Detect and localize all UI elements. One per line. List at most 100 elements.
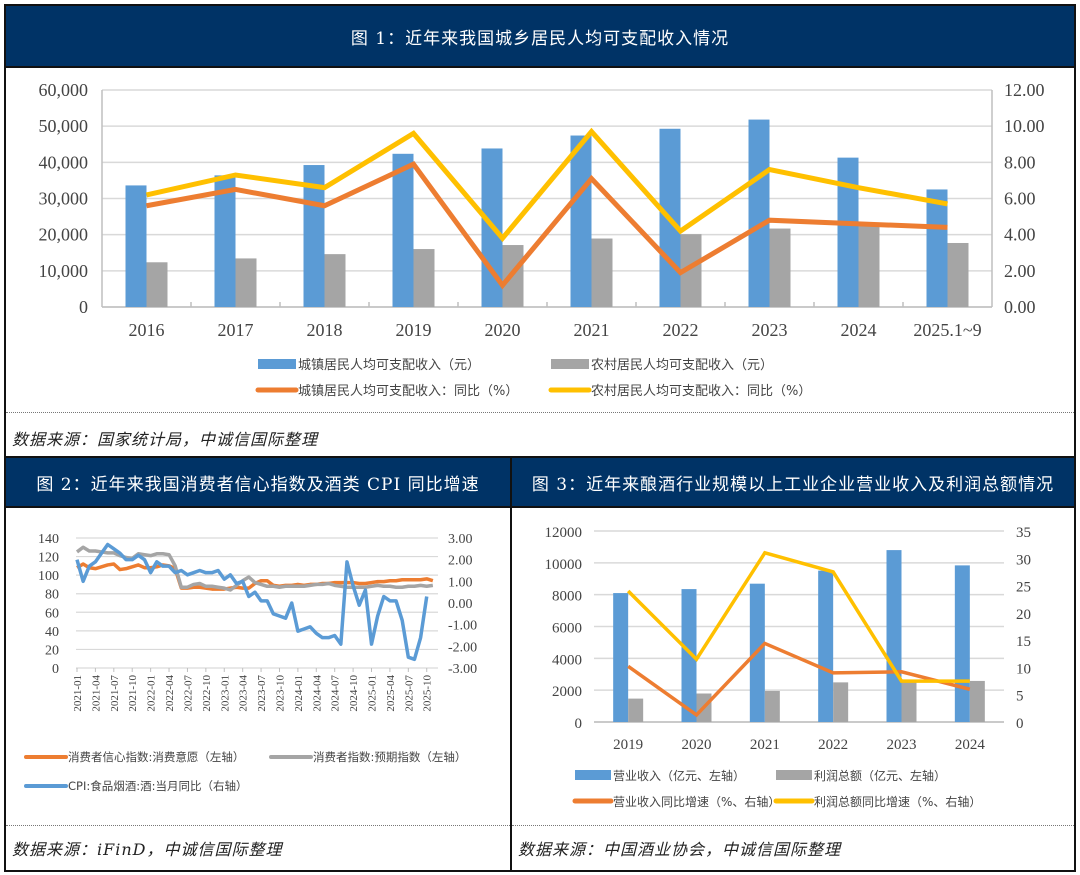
left-axis-tick-label: 10,000: [39, 261, 89, 281]
legend-swatch: [575, 770, 611, 780]
right-axis-tick-label: 30: [1016, 552, 1031, 568]
figure-1-source: 数据来源：国家统计局，中诚信国际整理: [12, 430, 319, 449]
right-axis-tick-label: 2.00: [1004, 261, 1036, 281]
bar-gray: [146, 262, 168, 307]
right-axis-tick-label: 2.00: [448, 554, 473, 569]
legend-label: 利润总额（亿元、左轴）: [814, 768, 946, 783]
left-axis-tick-label: 2000: [552, 684, 582, 700]
left-axis-tick-label: 30,000: [39, 189, 89, 209]
left-axis-tick-label: 100: [38, 569, 59, 584]
right-axis-tick-label: 5: [1016, 689, 1024, 705]
bar-gray: [628, 698, 644, 722]
bar-blue: [613, 593, 629, 722]
left-axis-tick-label: 0: [79, 297, 88, 317]
x-axis-tick-label: 2024-10: [348, 675, 360, 712]
x-axis-tick-label: 2020: [485, 320, 521, 340]
right-axis-tick-label: 0: [1016, 716, 1024, 732]
x-axis-tick-label: 2023: [752, 320, 788, 340]
figure-3-divider: [512, 825, 1074, 826]
bar-gray: [235, 258, 257, 307]
x-axis-tick-label: 2021: [750, 737, 780, 753]
x-axis-tick-label: 2024: [841, 320, 877, 340]
x-axis-tick-label: 2023-04: [238, 675, 250, 712]
figure-3-chart: 0 2000 4000 6000 8000 10000 12000 0 5 10 15 20 25 30 3…: [545, 525, 1032, 809]
x-axis-tick-label: 2023-01: [219, 675, 231, 712]
bar-blue: [818, 570, 834, 722]
right-axis-tick-label: 25: [1016, 580, 1031, 596]
right-axis-tick-label: 1.00: [448, 575, 473, 590]
bar-blue: [392, 153, 414, 307]
x-axis-tick-label: 2019: [396, 320, 432, 340]
figure-1-title: 图 1：近年来我国城乡居民人均可支配收入情况: [6, 6, 1074, 68]
legend-label: CPI:食品烟酒:酒:当月同比（右轴）: [68, 779, 247, 793]
left-axis-tick-label: 0: [52, 662, 59, 677]
left-axis-tick-label: 6000: [552, 621, 582, 637]
left-axis-tick-label: 60,000: [39, 80, 89, 100]
legend-swatch: [551, 359, 589, 369]
x-axis-tick-label: 2019: [613, 737, 643, 753]
x-axis-tick-label: 2021: [574, 320, 610, 340]
bar-blue: [926, 189, 948, 307]
bar-gray: [947, 242, 969, 307]
left-axis-tick-label: 40,000: [39, 152, 89, 172]
right-axis-tick-label: 10: [1016, 661, 1031, 677]
figure-1-divider: [6, 412, 1074, 413]
right-axis-tick-label: 35: [1016, 525, 1031, 541]
left-axis-tick-label: 140: [38, 532, 59, 547]
figure-3-title: 图 3：近年来酿酒行业规模以上工业企业营业收入及利润总额情况: [512, 458, 1074, 508]
x-axis-tick-label: 2024-07: [330, 675, 342, 712]
x-axis-tick-label: 2018: [307, 320, 343, 340]
x-axis-tick-label: 2016: [129, 320, 165, 340]
figure-1-chart: 0 10,000 20,000 30,000 40,000 50,000 60,000 0.0…: [39, 80, 1045, 399]
legend-label: 消费者信心指数:消费意愿（左轴）: [68, 750, 244, 764]
x-axis-tick-label: 2025-04: [385, 675, 397, 712]
bar-gray: [901, 681, 917, 722]
figure-1-panel: 图 1：近年来我国城乡居民人均可支配收入情况 0 10,000 20,000 30,0…: [4, 4, 1076, 458]
x-axis-tick-label: 2022-04: [164, 675, 176, 712]
left-axis-tick-label: 120: [38, 551, 59, 566]
legend-label: 营业收入同比增速（%、右轴）: [613, 794, 780, 809]
bar-gray: [591, 238, 613, 307]
figure-2-source: 数据来源：iFinD，中诚信国际整理: [12, 840, 283, 859]
x-axis-tick-label: 2023-07: [256, 675, 268, 712]
x-axis-tick-label: 2022-07: [182, 675, 194, 712]
figure-2-title: 图 2：近年来我国消费者信心指数及酒类 CPI 同比增速: [6, 458, 510, 508]
series-line-2: [146, 161, 948, 290]
left-axis-tick-label: 20,000: [39, 225, 89, 245]
right-axis-tick-label: 15: [1016, 634, 1031, 650]
right-axis-tick-label: 4.00: [1004, 225, 1036, 245]
legend-label: 消费者指数:预期指数（左轴）: [313, 750, 466, 764]
figure-2-title-text: 图 2：近年来我国消费者信心指数及酒类 CPI 同比增速: [36, 474, 480, 495]
x-axis-tick-label: 2020: [682, 737, 712, 753]
x-axis-tick-label: 2025-01: [367, 675, 379, 712]
legend-label: 城镇居民人均可支配收入（元）: [298, 358, 480, 373]
left-axis-tick-label: 50,000: [39, 116, 89, 136]
left-axis-tick-label: 10000: [545, 557, 583, 573]
right-axis-tick-label: 0.00: [1004, 297, 1036, 317]
x-axis-tick-label: 2024: [955, 737, 986, 753]
legend-label: 农村居民人均可支配收入（元）: [591, 358, 773, 373]
legend-label: 农村居民人均可支配收入：同比（%）: [591, 384, 811, 399]
x-axis-tick-label: 2024-04: [311, 675, 323, 712]
bar-blue: [570, 135, 592, 307]
x-axis-tick-label: 2021-07: [109, 675, 121, 712]
x-axis-tick-label: 2023: [887, 737, 917, 753]
figure-1-title-text: 图 1：近年来我国城乡居民人均可支配收入情况: [350, 28, 730, 49]
series-line-3: [145, 127, 948, 243]
right-axis-tick-label: 12.00: [1004, 80, 1045, 100]
right-axis-tick-label: -3.00: [448, 662, 477, 677]
right-axis-tick-label: 20: [1016, 607, 1031, 623]
left-axis-tick-label: 40: [45, 625, 59, 640]
left-axis-tick-label: 0: [575, 716, 583, 732]
figure-2-chart: 0 20 40 60 80 100 120 140 -3.00 -2.00 -1.00 0.00 1.0…: [24, 532, 477, 793]
bar-gray: [858, 224, 880, 307]
legend-label: 利润总额同比增速（%、右轴）: [814, 794, 981, 809]
x-axis-tick-label: 2022-10: [201, 675, 213, 712]
left-axis-tick-label: 80: [45, 588, 59, 603]
x-axis-tick-label: 2025-10: [422, 675, 434, 712]
bar-blue: [214, 175, 236, 307]
right-axis-tick-label: 8.00: [1004, 152, 1036, 172]
right-axis-tick-label: 10.00: [1004, 116, 1045, 136]
series-line-2: [75, 542, 429, 662]
x-axis-tick-label: 2021-04: [90, 675, 102, 712]
